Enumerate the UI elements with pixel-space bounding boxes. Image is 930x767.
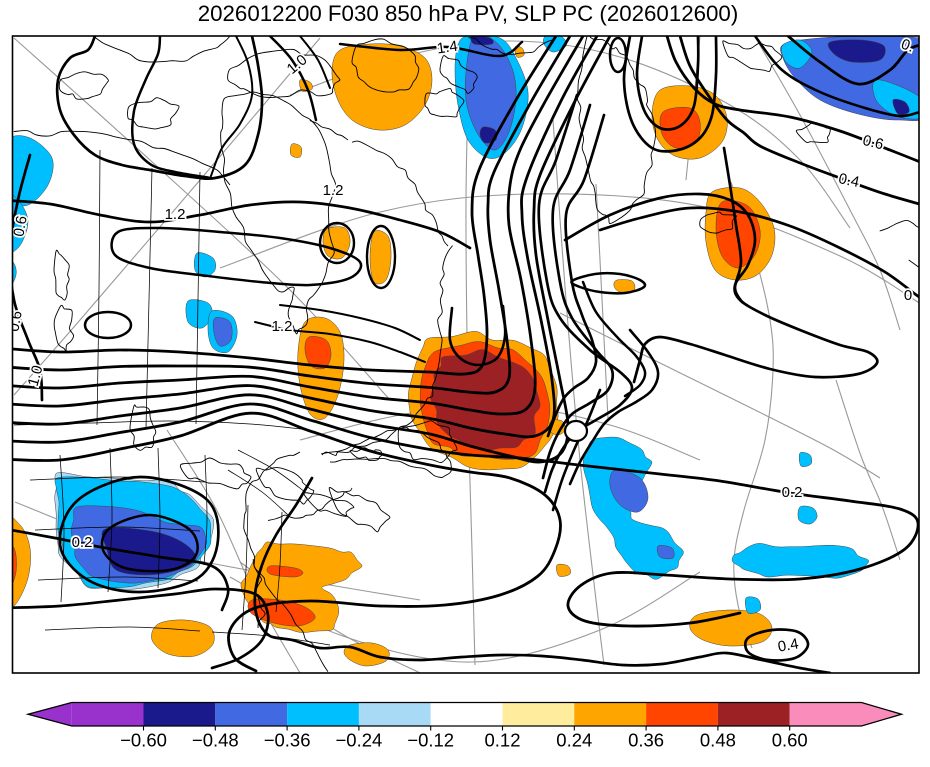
svg-text:0: 0 [904,287,912,304]
svg-text:0.24: 0.24 [556,730,592,751]
svg-text:0.6: 0.6 [10,214,30,237]
svg-text:0.2: 0.2 [72,534,93,551]
svg-text:1.2: 1.2 [165,206,186,223]
svg-text:0.4: 0.4 [776,635,799,655]
svg-text:0.48: 0.48 [700,730,736,751]
svg-text:0.6: 0.6 [5,309,25,332]
svg-text:2026012200 F030 850 hPa PV, SL: 2026012200 F030 850 hPa PV, SLP PC (2026… [198,1,739,26]
svg-text:0.12: 0.12 [484,730,520,751]
svg-text:0.60: 0.60 [772,730,808,751]
svg-text:−0.36: −0.36 [264,730,311,751]
svg-text:0.2: 0.2 [782,484,803,501]
svg-text:0.36: 0.36 [628,730,664,751]
svg-text:−0.24: −0.24 [335,730,382,751]
svg-text:−0.48: −0.48 [192,730,239,751]
svg-text:−0.60: −0.60 [120,730,167,751]
svg-text:1.4: 1.4 [436,38,459,58]
svg-text:−0.12: −0.12 [407,730,454,751]
svg-text:1.2: 1.2 [272,318,293,335]
svg-text:1.2: 1.2 [323,182,344,199]
